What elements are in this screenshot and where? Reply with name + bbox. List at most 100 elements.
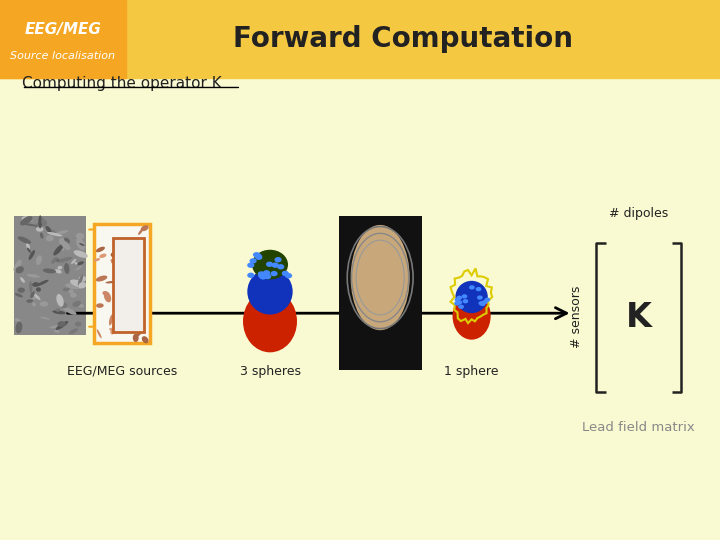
Ellipse shape bbox=[30, 291, 35, 298]
Ellipse shape bbox=[120, 274, 130, 278]
Ellipse shape bbox=[40, 301, 48, 307]
Ellipse shape bbox=[38, 215, 42, 228]
Ellipse shape bbox=[55, 259, 59, 262]
Ellipse shape bbox=[78, 274, 84, 286]
Ellipse shape bbox=[58, 321, 66, 327]
Circle shape bbox=[274, 257, 282, 262]
Circle shape bbox=[479, 301, 485, 306]
Ellipse shape bbox=[65, 283, 81, 289]
Circle shape bbox=[255, 254, 262, 260]
Circle shape bbox=[250, 258, 257, 264]
Ellipse shape bbox=[32, 302, 36, 307]
Ellipse shape bbox=[16, 321, 22, 333]
Text: Computing the operator K: Computing the operator K bbox=[22, 76, 221, 91]
Ellipse shape bbox=[63, 307, 76, 315]
Ellipse shape bbox=[36, 255, 42, 265]
Circle shape bbox=[285, 273, 292, 279]
Ellipse shape bbox=[27, 247, 31, 253]
Ellipse shape bbox=[54, 330, 60, 333]
Circle shape bbox=[458, 305, 464, 309]
Ellipse shape bbox=[63, 288, 70, 291]
Ellipse shape bbox=[123, 272, 128, 276]
Ellipse shape bbox=[71, 259, 76, 264]
Ellipse shape bbox=[137, 330, 143, 336]
Circle shape bbox=[264, 274, 271, 279]
Circle shape bbox=[477, 295, 482, 300]
Ellipse shape bbox=[51, 257, 58, 264]
Circle shape bbox=[480, 302, 485, 306]
Ellipse shape bbox=[104, 292, 111, 302]
Ellipse shape bbox=[15, 293, 23, 298]
Ellipse shape bbox=[78, 304, 84, 308]
Ellipse shape bbox=[20, 277, 25, 283]
Ellipse shape bbox=[58, 246, 64, 251]
Ellipse shape bbox=[109, 328, 115, 332]
Ellipse shape bbox=[110, 325, 117, 334]
Ellipse shape bbox=[114, 325, 120, 329]
Ellipse shape bbox=[60, 240, 71, 250]
Circle shape bbox=[485, 298, 490, 302]
Circle shape bbox=[253, 252, 260, 258]
Ellipse shape bbox=[45, 235, 54, 241]
Text: 1 sphere: 1 sphere bbox=[444, 364, 499, 377]
Ellipse shape bbox=[32, 282, 40, 287]
Ellipse shape bbox=[78, 276, 86, 282]
Circle shape bbox=[258, 273, 266, 279]
Ellipse shape bbox=[36, 287, 41, 292]
Ellipse shape bbox=[69, 328, 78, 334]
Ellipse shape bbox=[64, 238, 70, 244]
Ellipse shape bbox=[109, 314, 113, 326]
Ellipse shape bbox=[351, 225, 410, 330]
Ellipse shape bbox=[141, 225, 148, 231]
Ellipse shape bbox=[252, 249, 288, 280]
Ellipse shape bbox=[125, 305, 130, 311]
Ellipse shape bbox=[248, 268, 292, 314]
Ellipse shape bbox=[40, 233, 43, 239]
Ellipse shape bbox=[29, 281, 32, 293]
Circle shape bbox=[259, 274, 266, 280]
Circle shape bbox=[277, 264, 284, 269]
Ellipse shape bbox=[30, 295, 40, 299]
Ellipse shape bbox=[132, 323, 138, 333]
Circle shape bbox=[255, 253, 262, 259]
Ellipse shape bbox=[138, 317, 145, 322]
Ellipse shape bbox=[41, 218, 47, 227]
Text: EEG/MEG sources: EEG/MEG sources bbox=[67, 364, 178, 377]
Ellipse shape bbox=[142, 336, 148, 343]
Ellipse shape bbox=[70, 293, 77, 298]
Ellipse shape bbox=[105, 281, 117, 284]
Ellipse shape bbox=[79, 243, 85, 246]
Ellipse shape bbox=[47, 232, 63, 237]
Ellipse shape bbox=[132, 334, 139, 342]
Text: EEG/MEG: EEG/MEG bbox=[24, 22, 101, 37]
Ellipse shape bbox=[125, 311, 134, 321]
Ellipse shape bbox=[17, 287, 25, 293]
Ellipse shape bbox=[94, 258, 100, 261]
Ellipse shape bbox=[73, 250, 88, 258]
Circle shape bbox=[271, 262, 279, 268]
Circle shape bbox=[476, 287, 482, 291]
Ellipse shape bbox=[102, 291, 109, 295]
Bar bbox=[0, 0, 720, 78]
Text: 3 spheres: 3 spheres bbox=[240, 364, 300, 377]
Circle shape bbox=[456, 295, 462, 300]
Circle shape bbox=[258, 271, 265, 276]
Ellipse shape bbox=[68, 289, 73, 293]
Ellipse shape bbox=[96, 329, 102, 339]
Ellipse shape bbox=[138, 305, 144, 309]
Ellipse shape bbox=[16, 266, 24, 273]
Ellipse shape bbox=[22, 219, 33, 222]
Circle shape bbox=[469, 285, 474, 289]
Text: Forward Computation: Forward Computation bbox=[233, 25, 573, 53]
Circle shape bbox=[247, 262, 254, 268]
Circle shape bbox=[462, 299, 468, 303]
Ellipse shape bbox=[75, 322, 81, 327]
Ellipse shape bbox=[77, 261, 84, 265]
Circle shape bbox=[266, 261, 273, 267]
Ellipse shape bbox=[139, 269, 143, 279]
Ellipse shape bbox=[55, 308, 60, 312]
Ellipse shape bbox=[456, 281, 488, 313]
Text: # dipoles: # dipoles bbox=[609, 207, 668, 220]
Ellipse shape bbox=[76, 266, 82, 271]
Bar bbox=[94, 224, 150, 343]
